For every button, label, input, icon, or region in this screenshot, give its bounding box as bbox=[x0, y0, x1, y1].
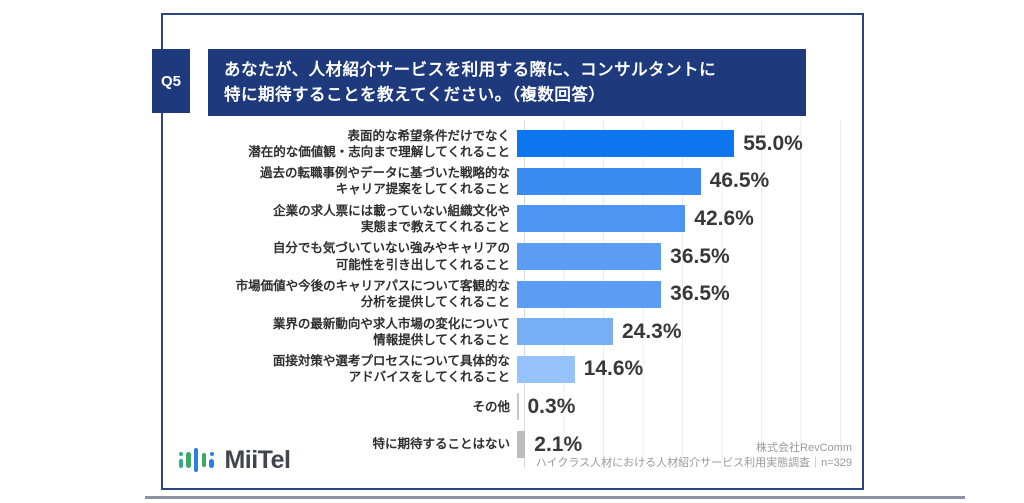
category-label: 過去の転職事例やデータに基づいた戦略的な キャリア提案をしてくれること bbox=[163, 165, 517, 198]
category-label: 市場価値や今後のキャリアパスについて客観的な分析を提供してくれること bbox=[163, 278, 517, 311]
bar bbox=[517, 431, 526, 459]
category-label-line: 実態まで教えてくれること bbox=[360, 219, 510, 234]
waveform-dot bbox=[209, 452, 214, 456]
category-label-line: 情報提供してくれること bbox=[373, 332, 510, 347]
bar bbox=[517, 130, 735, 158]
waveform-bar-column bbox=[186, 452, 191, 468]
question-title-line-2: 特に期待することを教えてください。（複数回答） bbox=[224, 85, 606, 104]
category-label: その他 bbox=[163, 399, 517, 415]
bar-and-value: 36.5% bbox=[517, 280, 730, 308]
category-label-line: 分析を提供してくれること bbox=[360, 295, 510, 310]
category-label-line: 特に期待することはない bbox=[372, 437, 510, 452]
category-label: 面接対策や選考プロセスについて具体的な アドバイスをしてくれること bbox=[163, 353, 517, 386]
category-label: 自分でも気づいていない強みやキャリアの 可能性を引き出してくれること bbox=[163, 240, 517, 273]
source-note: 株式会社RevComm ハイクラス人材における人材紹介サービス利用実態調査｜n=… bbox=[536, 441, 852, 472]
waveform-bar bbox=[178, 459, 184, 468]
question-number-badge: Q5 bbox=[152, 49, 190, 113]
bar-and-value: 42.6% bbox=[517, 205, 754, 233]
category-label-line: 面接対策や選考プロセスについて具体的な bbox=[272, 354, 510, 369]
value-label: 2.1% bbox=[534, 432, 583, 456]
category-label: 企業の求人票には載っていない組織文化や 実態まで教えてくれること bbox=[163, 203, 517, 236]
category-label-line: 自分でも気づいていない強みやキャリアの bbox=[272, 241, 510, 256]
value-label: 36.5% bbox=[670, 244, 730, 268]
category-label: 業界の最新動向や求人市場の変化について 情報提供してくれること bbox=[163, 316, 517, 349]
waveform-dot bbox=[178, 452, 183, 456]
waveform-bar-column bbox=[201, 453, 207, 467]
category-label-line: 過去の転職事例やデータに基づいた戦略的な bbox=[259, 166, 510, 181]
question-number-label: Q5 bbox=[160, 72, 181, 90]
value-label: 0.3% bbox=[527, 394, 576, 418]
chart-row: 過去の転職事例やデータに基づいた戦略的な キャリア提案をしてくれること 46.5% bbox=[163, 163, 866, 201]
source-company: 株式会社RevComm bbox=[756, 442, 852, 454]
bar bbox=[517, 167, 701, 195]
value-label: 14.6% bbox=[583, 357, 644, 381]
waveform-bar bbox=[193, 448, 199, 472]
value-label: 55.0% bbox=[743, 131, 803, 155]
bottom-divider-line bbox=[145, 496, 965, 499]
category-label-line: 潜在的な価値観・志向まで理解してくれること bbox=[248, 144, 510, 159]
bar-and-value: 46.5% bbox=[517, 167, 770, 195]
chart-row: 企業の求人票には載っていない組織文化や 実態まで教えてくれること 42.6% bbox=[163, 200, 866, 238]
bar-and-value: 24.3% bbox=[517, 318, 682, 346]
category-label-line: その他 bbox=[472, 399, 510, 414]
waveform-bar-column bbox=[193, 448, 199, 472]
bar-and-value: 36.5% bbox=[517, 243, 730, 271]
chart-row: 表面的な希望条件だけでなく 潜在的な価値観・志向まで理解してくれること 55.0% bbox=[163, 125, 866, 163]
waveform-bar-column bbox=[209, 452, 214, 468]
bar-and-value: 2.1% bbox=[517, 431, 583, 459]
bar bbox=[517, 280, 662, 308]
bar-and-value: 0.3% bbox=[517, 393, 576, 421]
chart-row: 特に期待することはない 2.1% bbox=[163, 426, 866, 464]
chart-row: 市場価値や今後のキャリアパスについて客観的な分析を提供してくれること 36.5% bbox=[163, 275, 866, 313]
category-label-line: アドバイスをしてくれること bbox=[348, 370, 510, 385]
bar-and-value: 55.0% bbox=[517, 130, 803, 158]
waveform-bar bbox=[186, 452, 191, 468]
chart-row: 自分でも気づいていない強みやキャリアの 可能性を引き出してくれること 36.5% bbox=[163, 238, 866, 276]
slide-frame: Q5 あなたが、人材紹介サービスを利用する際に、コンサルタントに 特に期待するこ… bbox=[152, 13, 866, 490]
category-label-line: 可能性を引き出してくれること bbox=[335, 257, 510, 272]
bar bbox=[517, 243, 662, 271]
bar-chart: 表面的な希望条件だけでなく 潜在的な価値観・志向まで理解してくれること 55.0% 過… bbox=[163, 125, 866, 463]
bar bbox=[517, 205, 686, 233]
category-label: 特に期待することはない bbox=[163, 436, 517, 452]
chart-row: 業界の最新動向や求人市場の変化について 情報提供してくれること 24.3% bbox=[163, 313, 866, 351]
waveform-bar bbox=[209, 459, 214, 468]
category-label-line: キャリア提案をしてくれること bbox=[335, 182, 510, 197]
miitel-logo-text: MiiTel bbox=[224, 445, 291, 474]
value-label: 24.3% bbox=[621, 319, 682, 343]
value-label: 36.5% bbox=[670, 282, 730, 306]
chart-row: 面接対策や選考プロセスについて具体的な アドバイスをしてくれること 14.6% bbox=[163, 351, 866, 389]
category-label: 表面的な希望条件だけでなく 潜在的な価値観・志向まで理解してくれること bbox=[163, 128, 517, 161]
value-label: 42.6% bbox=[694, 206, 754, 230]
question-title-banner: あなたが、人材紹介サービスを利用する際に、コンサルタントに 特に期待することを教… bbox=[208, 49, 806, 116]
source-survey: ハイクラス人材における人材紹介サービス利用実態調査｜n=329 bbox=[535, 457, 852, 470]
category-label-line: 表面的な希望条件だけでなく bbox=[347, 128, 510, 143]
category-label-line: 市場価値や今後のキャリアパスについて客観的な bbox=[235, 278, 510, 293]
waveform-bar bbox=[201, 453, 207, 467]
value-label: 46.5% bbox=[709, 169, 770, 193]
miitel-waveform-icon bbox=[177, 443, 215, 477]
question-title-line-1: あなたが、人材紹介サービスを利用する際に、コンサルタントに bbox=[224, 60, 717, 79]
bar bbox=[517, 355, 575, 383]
bar-and-value: 14.6% bbox=[517, 355, 644, 383]
miitel-logo: MiiTel bbox=[177, 443, 291, 477]
chart-row: その他 0.3% bbox=[163, 388, 866, 426]
waveform-bar-column bbox=[178, 452, 184, 468]
category-label-line: 企業の求人票には載っていない組織文化や bbox=[273, 203, 510, 218]
category-label-line: 業界の最新動向や求人市場の変化について bbox=[272, 316, 510, 331]
bar bbox=[517, 393, 519, 421]
bar bbox=[517, 318, 613, 346]
